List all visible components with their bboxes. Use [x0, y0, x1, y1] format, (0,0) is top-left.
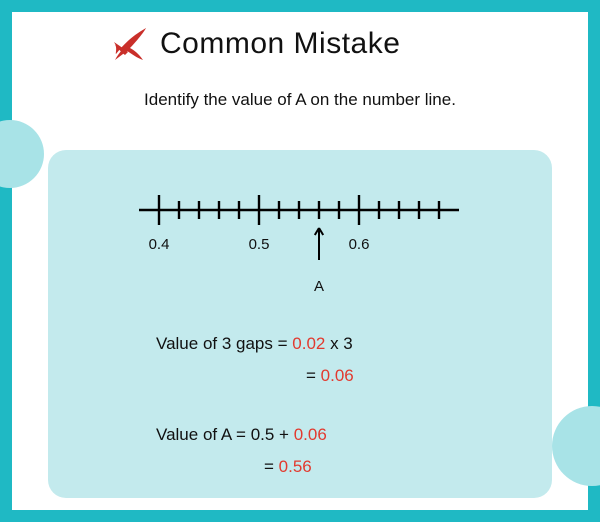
heading-title: Common Mistake [160, 27, 400, 61]
heading: Common Mistake [110, 24, 400, 64]
question-text: Identify the value of A on the number li… [12, 90, 588, 110]
work-value: x 3 [325, 334, 352, 353]
work-line: Value of A = 0.5 + 0.06 [156, 419, 354, 451]
working-steps: Value of 3 gaps = 0.02 x 3= 0.06Value of… [156, 328, 354, 483]
highlight-value: 0.02 [292, 334, 325, 353]
work-value: 0.5 + [251, 425, 294, 444]
work-lhs: Value of A [156, 425, 231, 444]
inner-canvas: Common Mistake Identify the value of A o… [12, 12, 588, 510]
outer-frame: Common Mistake Identify the value of A o… [0, 0, 600, 522]
highlight-value: 0.56 [279, 457, 312, 476]
equals-sign: = [231, 425, 250, 444]
equals-sign: = [273, 334, 292, 353]
equals-sign: = [306, 366, 321, 385]
number-line: 0.40.50.6A [124, 180, 474, 290]
work-line: = 0.56 [156, 451, 354, 483]
highlight-value: 0.06 [294, 425, 327, 444]
highlight-value: 0.06 [321, 366, 354, 385]
accent-circle-right [552, 406, 600, 486]
work-lhs: Value of 3 gaps [156, 334, 273, 353]
accent-circle-left [0, 120, 44, 188]
equals-sign: = [264, 457, 279, 476]
work-line: Value of 3 gaps = 0.02 x 3 [156, 328, 354, 360]
work-line: = 0.06 [156, 360, 354, 392]
cross-icon [110, 24, 150, 64]
number-line-svg [124, 180, 474, 290]
